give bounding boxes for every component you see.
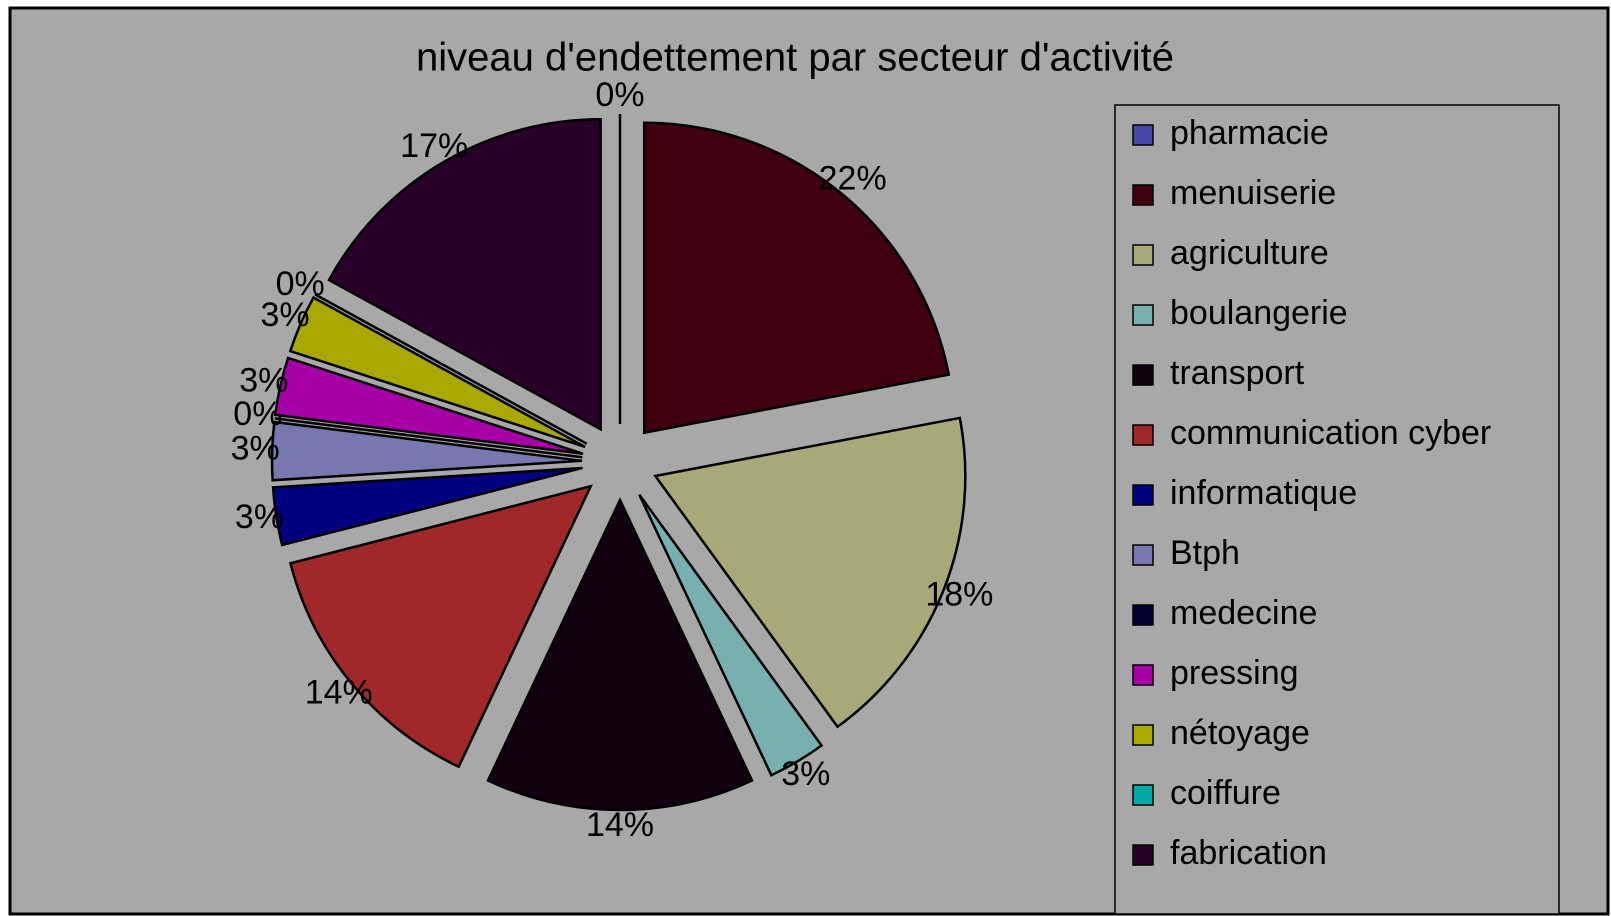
legend-swatch	[1132, 544, 1154, 566]
legend-box	[1114, 104, 1560, 915]
data-label: 3%	[231, 430, 280, 468]
legend-label: boulangerie	[1170, 294, 1348, 332]
data-label: 0%	[276, 265, 325, 303]
legend-swatch	[1132, 424, 1154, 446]
legend-swatch	[1132, 304, 1154, 326]
pie-slice	[273, 356, 584, 455]
legend-label: fabrication	[1170, 834, 1327, 872]
pie-slice	[274, 417, 583, 459]
data-label: 17%	[400, 127, 468, 165]
legend-label: agriculture	[1170, 234, 1329, 272]
legend-label: medecine	[1170, 594, 1317, 632]
legend-swatch	[1132, 664, 1154, 686]
pie-slice	[270, 420, 583, 482]
legend-swatch	[1132, 124, 1154, 146]
chart-title: niveau d'endettement par secteur d'activ…	[416, 36, 1174, 80]
legend-swatch	[1132, 604, 1154, 626]
legend-label: communication cyber	[1170, 414, 1491, 452]
data-label: 0%	[595, 76, 644, 114]
legend-swatch	[1132, 244, 1154, 266]
pie-slice	[288, 295, 586, 449]
legend-label: informatique	[1170, 474, 1357, 512]
data-label: 14%	[586, 806, 654, 844]
data-label: 14%	[305, 674, 373, 712]
pie-slice	[642, 121, 951, 435]
legend-swatch	[1132, 484, 1154, 506]
pie-slice	[653, 416, 967, 729]
legend-label: transport	[1170, 354, 1305, 392]
legend-label: Btph	[1170, 534, 1240, 572]
legend-swatch	[1132, 184, 1154, 206]
legend-swatch	[1132, 724, 1154, 746]
data-label: 3%	[239, 361, 288, 399]
legend-swatch	[1132, 784, 1154, 806]
data-label: 3%	[235, 498, 284, 536]
legend-swatch	[1132, 364, 1154, 386]
data-label: 3%	[781, 755, 830, 793]
data-label: 3%	[260, 296, 309, 334]
legend-label: pharmacie	[1170, 114, 1329, 152]
data-label: 18%	[925, 575, 993, 613]
pie-slice	[638, 493, 824, 777]
data-label: 22%	[819, 160, 887, 198]
pie-slice	[327, 118, 602, 432]
pie-slice	[271, 466, 583, 547]
pie-slice	[314, 293, 588, 445]
pie-slice	[486, 497, 754, 812]
legend-label: coiffure	[1170, 774, 1281, 812]
legend-label: menuiserie	[1170, 174, 1336, 212]
legend-label: pressing	[1170, 654, 1299, 692]
pie-slice	[288, 484, 593, 769]
legend-label: nétoyage	[1170, 714, 1310, 752]
legend-swatch	[1132, 844, 1154, 866]
